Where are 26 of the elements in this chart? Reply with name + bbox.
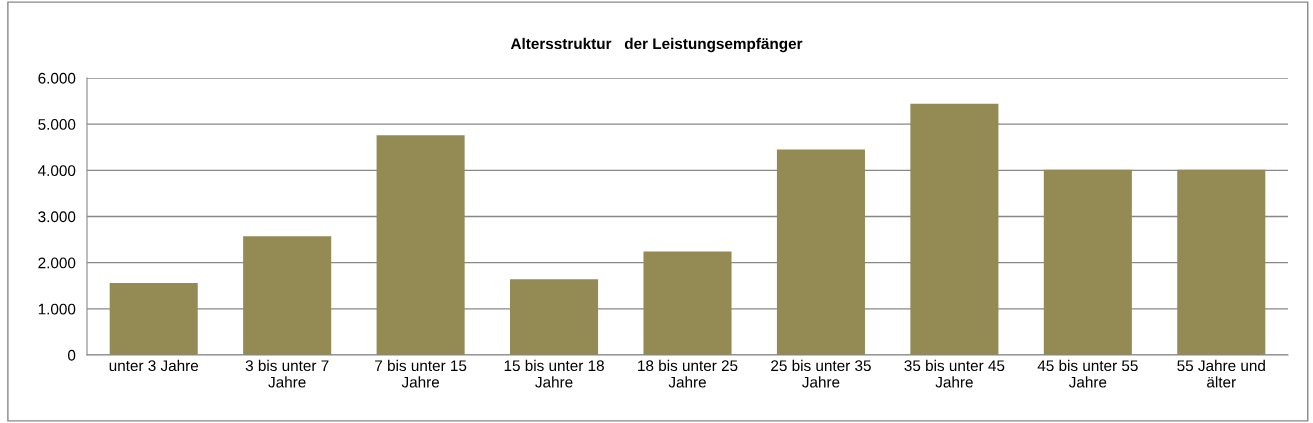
x-tick-label: 55 Jahre und älter [1177,359,1265,388]
bar [776,149,865,355]
x-tick-label: 25 bis unter 35 Jahre [771,359,871,388]
y-tick-label: 2.000 [38,257,76,269]
chart-title: Altersstruktur der Leistungsempfänger [510,37,803,53]
x-tick-label: 7 bis unter 15 Jahre [375,359,467,388]
x-tick-label: 3 bis unter 7 Jahre [245,359,329,388]
y-tick-label: 6.000 [38,72,76,84]
bar [510,279,599,355]
y-tick-label: 0 [67,349,76,361]
x-tick-label: 45 bis unter 55 Jahre [1037,359,1138,388]
y-tick-label: 5.000 [38,119,76,130]
bar [1043,169,1132,355]
y-tick-label: 1.000 [38,303,76,315]
bar [243,236,332,355]
y-tick-label: 4.000 [38,165,76,177]
bar [643,251,732,355]
bar [109,282,198,355]
x-tick-label: unter 3 Jahre [109,359,199,372]
y-tick-label: 3.000 [38,211,76,223]
bar [1177,169,1266,355]
x-tick-label: 18 bis unter 25 Jahre [638,359,738,388]
bar [910,103,999,355]
x-tick-label: 35 bis unter 45 Jahre [904,359,1005,388]
x-tick-label: 15 bis unter 18 Jahre [504,359,604,388]
bar [376,135,465,355]
